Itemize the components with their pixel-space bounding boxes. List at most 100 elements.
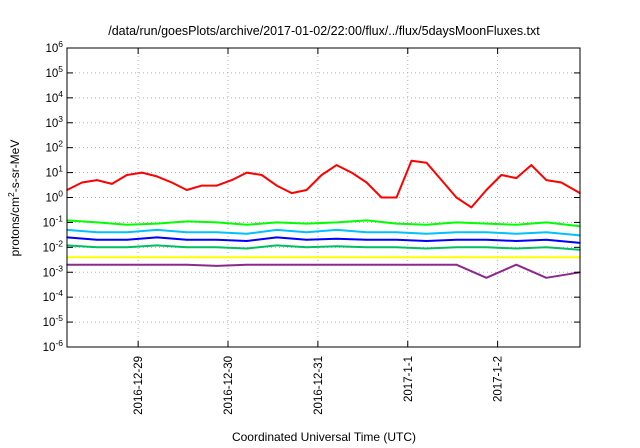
data-point [440, 179, 443, 181]
series-line [66, 244, 581, 251]
series-line [66, 236, 581, 244]
data-point [96, 263, 98, 266]
data-point [350, 171, 353, 174]
y-tick-label: 10-2 [43, 238, 64, 254]
data-point [455, 231, 458, 234]
data-point [365, 219, 368, 222]
data-point [216, 246, 218, 249]
data-point [425, 233, 428, 235]
data-point [335, 263, 338, 266]
data-point [485, 246, 488, 249]
data-point [395, 231, 398, 234]
data-point [515, 177, 518, 179]
data-point [186, 246, 188, 249]
data-point [156, 244, 158, 247]
data-point [305, 256, 308, 259]
series-line [66, 228, 581, 237]
data-point [216, 231, 218, 234]
data-point [186, 189, 188, 191]
data-point [335, 245, 338, 248]
data-point [470, 206, 473, 209]
data-point [96, 246, 98, 249]
data-point [245, 247, 248, 250]
data-point [305, 263, 308, 266]
data-point [530, 164, 533, 166]
data-point [485, 239, 488, 241]
data-point [245, 233, 248, 235]
data-point [245, 256, 248, 259]
data-point [305, 231, 308, 234]
data-point [500, 174, 503, 176]
data-point [365, 231, 368, 234]
data-point [455, 246, 458, 249]
data-point [395, 263, 398, 266]
data-point [395, 239, 398, 241]
data-point [395, 222, 398, 225]
data-point [96, 179, 98, 181]
series-layer [66, 159, 581, 279]
data-point [126, 224, 128, 226]
data-point [275, 229, 278, 231]
data-point [275, 244, 278, 247]
data-point [156, 229, 158, 231]
data-point [515, 247, 518, 250]
data-point [485, 256, 488, 259]
data-point [485, 277, 488, 279]
data-point [545, 246, 548, 249]
y-tick-label: 10-4 [43, 288, 64, 304]
data-point [545, 231, 548, 234]
data-point [335, 238, 338, 240]
x-tick-label: 2016-12-31 [313, 356, 325, 415]
data-point [410, 159, 413, 162]
y-tick-label: 102 [45, 139, 63, 155]
data-point [305, 239, 308, 241]
data-point [231, 179, 233, 181]
data-point [96, 231, 98, 234]
data-point [275, 256, 278, 259]
data-point [335, 221, 338, 224]
series-1 [66, 159, 581, 209]
data-point [425, 224, 428, 226]
series-4 [66, 236, 581, 244]
data-point [126, 263, 128, 266]
data-point [186, 263, 188, 266]
data-point [395, 196, 398, 199]
data-point [365, 263, 368, 266]
y-tick-label: 10-6 [43, 338, 64, 354]
data-point [216, 265, 218, 267]
data-point [245, 263, 248, 266]
data-point [126, 246, 128, 249]
data-point [126, 239, 128, 241]
data-point [126, 174, 128, 176]
data-point [81, 181, 83, 184]
y-tick-label: 10-5 [43, 313, 64, 329]
data-point [156, 256, 158, 259]
data-point [275, 236, 278, 239]
x-tick-labels: 2016-12-29 2016-12-30 2016-12-31 2017-1-1 20… [133, 356, 504, 415]
data-point [545, 239, 548, 241]
data-point [96, 239, 98, 241]
data-point [186, 239, 188, 241]
data-point [455, 221, 458, 224]
data-point [320, 174, 323, 176]
data-point [216, 184, 218, 187]
data-point [111, 183, 113, 185]
data-point [96, 221, 98, 224]
data-point [365, 181, 368, 184]
data-point [545, 179, 548, 181]
data-point [560, 181, 563, 184]
data-point [335, 164, 338, 166]
data-point [425, 240, 428, 242]
data-point [485, 189, 488, 191]
data-point [156, 236, 158, 239]
x-tick-label: 2016-12-29 [133, 356, 145, 415]
data-point [515, 256, 518, 259]
data-point [455, 239, 458, 241]
data-point [305, 189, 308, 191]
data-point [245, 171, 248, 174]
data-point [395, 246, 398, 249]
data-point [260, 174, 263, 176]
data-point [216, 256, 218, 259]
data-point [305, 246, 308, 249]
